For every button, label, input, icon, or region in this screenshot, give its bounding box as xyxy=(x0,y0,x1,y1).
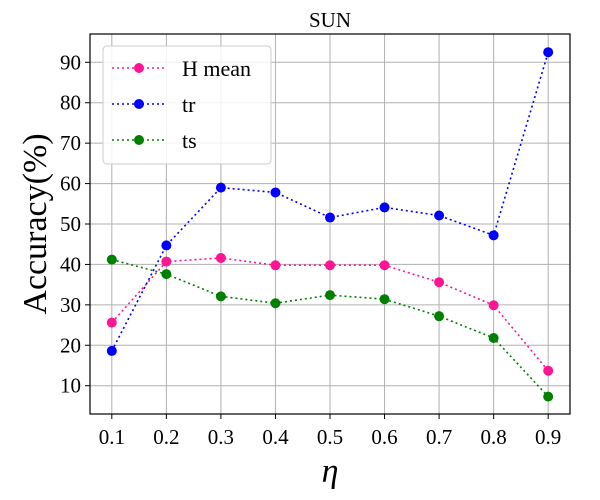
data-point xyxy=(488,300,499,311)
data-point xyxy=(270,298,281,309)
data-point xyxy=(325,260,335,271)
legend-marker xyxy=(134,63,144,73)
x-tick-label: 0.1 xyxy=(99,425,125,449)
data-point xyxy=(434,311,445,322)
series-2 xyxy=(106,254,554,402)
legend-item: tr xyxy=(112,92,196,117)
series-0 xyxy=(106,252,554,376)
data-point xyxy=(215,182,226,193)
y-tick-label: 10 xyxy=(60,374,81,398)
data-point xyxy=(325,290,335,301)
data-point xyxy=(106,345,117,356)
y-tick-label: 80 xyxy=(60,91,81,115)
y-tick-label: 20 xyxy=(60,333,81,357)
y-tick-label: 90 xyxy=(60,50,81,74)
x-tick-labels: 0.1 0.2 0.3 0.4 0.5 0.6 0.7 0.8 0.9 xyxy=(99,414,561,449)
data-point xyxy=(161,269,172,280)
data-point xyxy=(215,252,226,263)
data-point xyxy=(379,294,390,305)
data-point xyxy=(379,202,390,213)
data-point xyxy=(270,187,281,198)
data-point xyxy=(215,291,226,302)
data-point xyxy=(106,254,117,265)
y-tick-label: 70 xyxy=(60,131,81,155)
series-line xyxy=(111,51,549,352)
data-point xyxy=(488,333,499,343)
series-layer xyxy=(106,47,554,402)
legend-marker xyxy=(134,99,144,109)
legend: H mean tr ts xyxy=(102,45,272,165)
data-point xyxy=(161,256,172,267)
data-point xyxy=(270,260,281,271)
x-axis-label: η xyxy=(322,453,339,490)
y-tick-label: 40 xyxy=(60,252,81,276)
x-tick-label: 0.7 xyxy=(426,425,452,449)
legend-marker xyxy=(134,135,144,145)
data-point xyxy=(543,365,554,376)
series-1 xyxy=(106,47,554,356)
legend-label: ts xyxy=(182,128,197,153)
data-point xyxy=(325,212,335,223)
x-tick-label: 0.3 xyxy=(208,425,234,449)
legend-item: ts xyxy=(112,128,197,153)
legend-label: H mean xyxy=(182,56,251,81)
x-tick-label: 0.6 xyxy=(371,425,397,449)
y-axis-label: Accuracy(%) xyxy=(17,133,54,314)
y-tick-label: 50 xyxy=(60,212,81,236)
x-tick-label: 0.4 xyxy=(262,425,289,449)
y-tick-label: 30 xyxy=(60,293,81,317)
data-point xyxy=(379,260,390,271)
data-point xyxy=(488,230,499,241)
x-tick-label: 0.9 xyxy=(535,425,561,449)
x-tick-label: 0.5 xyxy=(317,425,343,449)
y-tick-label: 60 xyxy=(60,172,81,196)
y-tick-labels: 10 20 30 40 50 60 70 80 90 xyxy=(60,50,90,398)
legend-box xyxy=(102,45,272,165)
data-point xyxy=(106,317,117,328)
legend-item: H mean xyxy=(112,56,251,81)
x-tick-label: 0.8 xyxy=(481,425,507,449)
data-point xyxy=(161,240,172,251)
data-point xyxy=(434,210,445,221)
x-tick-label: 0.2 xyxy=(153,425,179,449)
data-point xyxy=(434,277,445,288)
legend-label: tr xyxy=(182,92,196,117)
data-point xyxy=(543,391,554,402)
chart-title: SUN xyxy=(309,8,351,32)
data-point xyxy=(543,47,554,58)
